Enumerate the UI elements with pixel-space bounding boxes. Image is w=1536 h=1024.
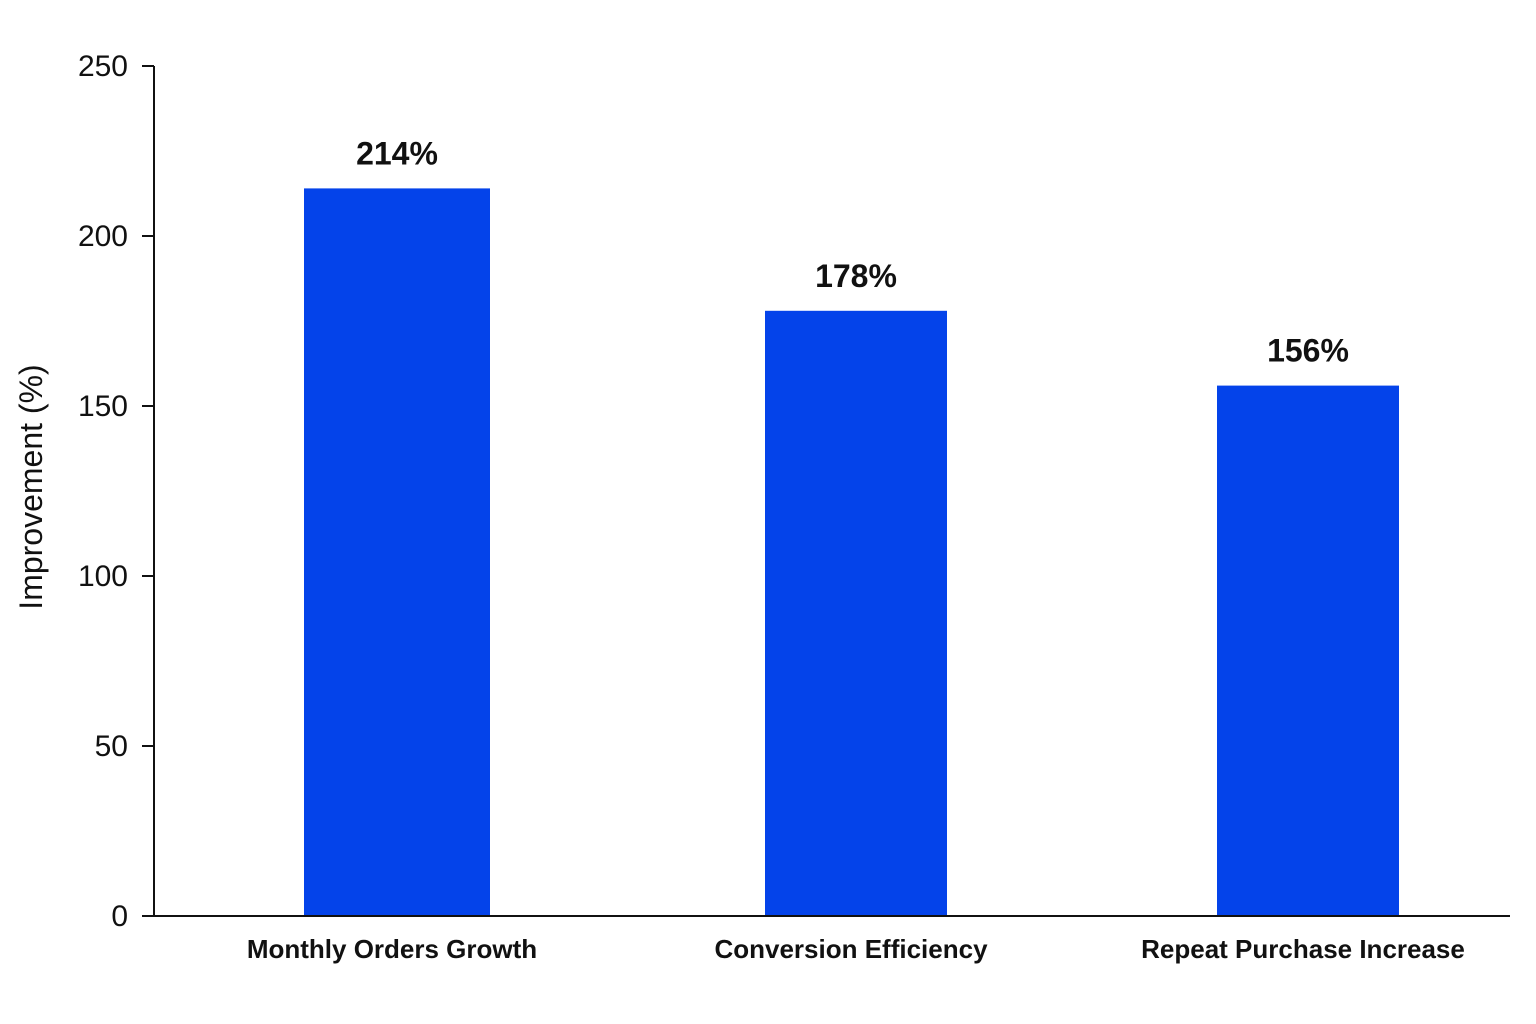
bar-value-label: 178% bbox=[815, 258, 897, 294]
bar bbox=[1217, 385, 1399, 917]
x-category-label: Repeat Purchase Increase bbox=[1141, 934, 1465, 964]
y-tick-label: 250 bbox=[78, 50, 128, 83]
bar-value-label: 156% bbox=[1267, 333, 1349, 369]
bar bbox=[765, 310, 947, 916]
y-tick-label: 50 bbox=[95, 730, 128, 763]
bars bbox=[304, 188, 1399, 917]
y-tick-label: 200 bbox=[78, 220, 128, 253]
y-axis-ticks: 0 50 100 150 200 250 bbox=[78, 50, 154, 933]
value-labels: 214% 178% 156% bbox=[356, 135, 1349, 368]
bar bbox=[304, 188, 490, 916]
category-labels: Monthly Orders Growth Conversion Efficien… bbox=[247, 934, 1465, 964]
x-category-label: Monthly Orders Growth bbox=[247, 934, 537, 964]
bar-value-label: 214% bbox=[356, 135, 438, 171]
x-category-label: Conversion Efficiency bbox=[714, 934, 988, 964]
y-tick-label: 150 bbox=[78, 390, 128, 423]
y-axis-title: Improvement (%) bbox=[13, 364, 49, 609]
y-tick-label: 100 bbox=[78, 560, 128, 593]
y-tick-label: 0 bbox=[111, 900, 128, 933]
